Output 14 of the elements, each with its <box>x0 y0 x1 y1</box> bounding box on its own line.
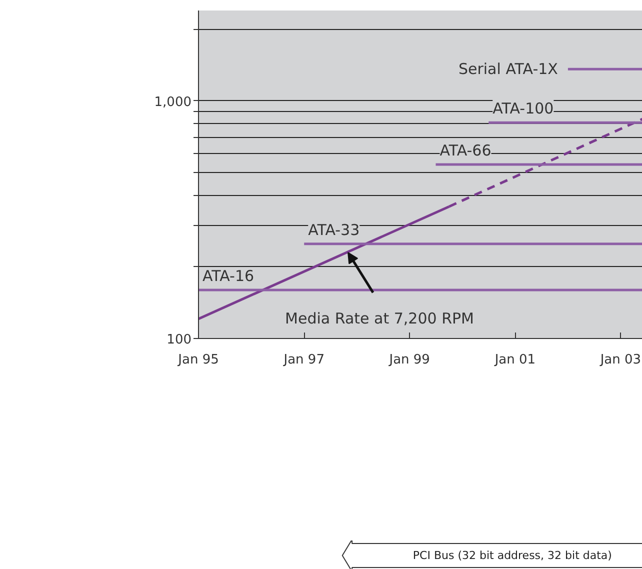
x-tick-label: Jan 99 <box>388 352 430 368</box>
x-tick-label: Jan 03 <box>599 352 642 368</box>
x-tick-label: Jan 97 <box>282 352 324 368</box>
series-label: ATA-66 <box>440 141 492 160</box>
y-tick-label: 1,000 <box>154 94 192 110</box>
series-label: ATA-100 <box>492 100 554 118</box>
series-label: ATA-16 <box>202 266 254 285</box>
text: PCI Bus (32 bit address, 32 bit data) <box>412 549 612 562</box>
series-label: ATA-33 <box>308 220 360 239</box>
y-tick-label: 100 <box>166 332 192 348</box>
x-tick-label: Jan 95 <box>177 352 219 368</box>
series-label: Serial ATA-1X <box>458 60 558 78</box>
x-tick-label: Jan 01 <box>494 352 536 368</box>
annotation: Media Rate at 7,200 RPM <box>285 310 474 328</box>
